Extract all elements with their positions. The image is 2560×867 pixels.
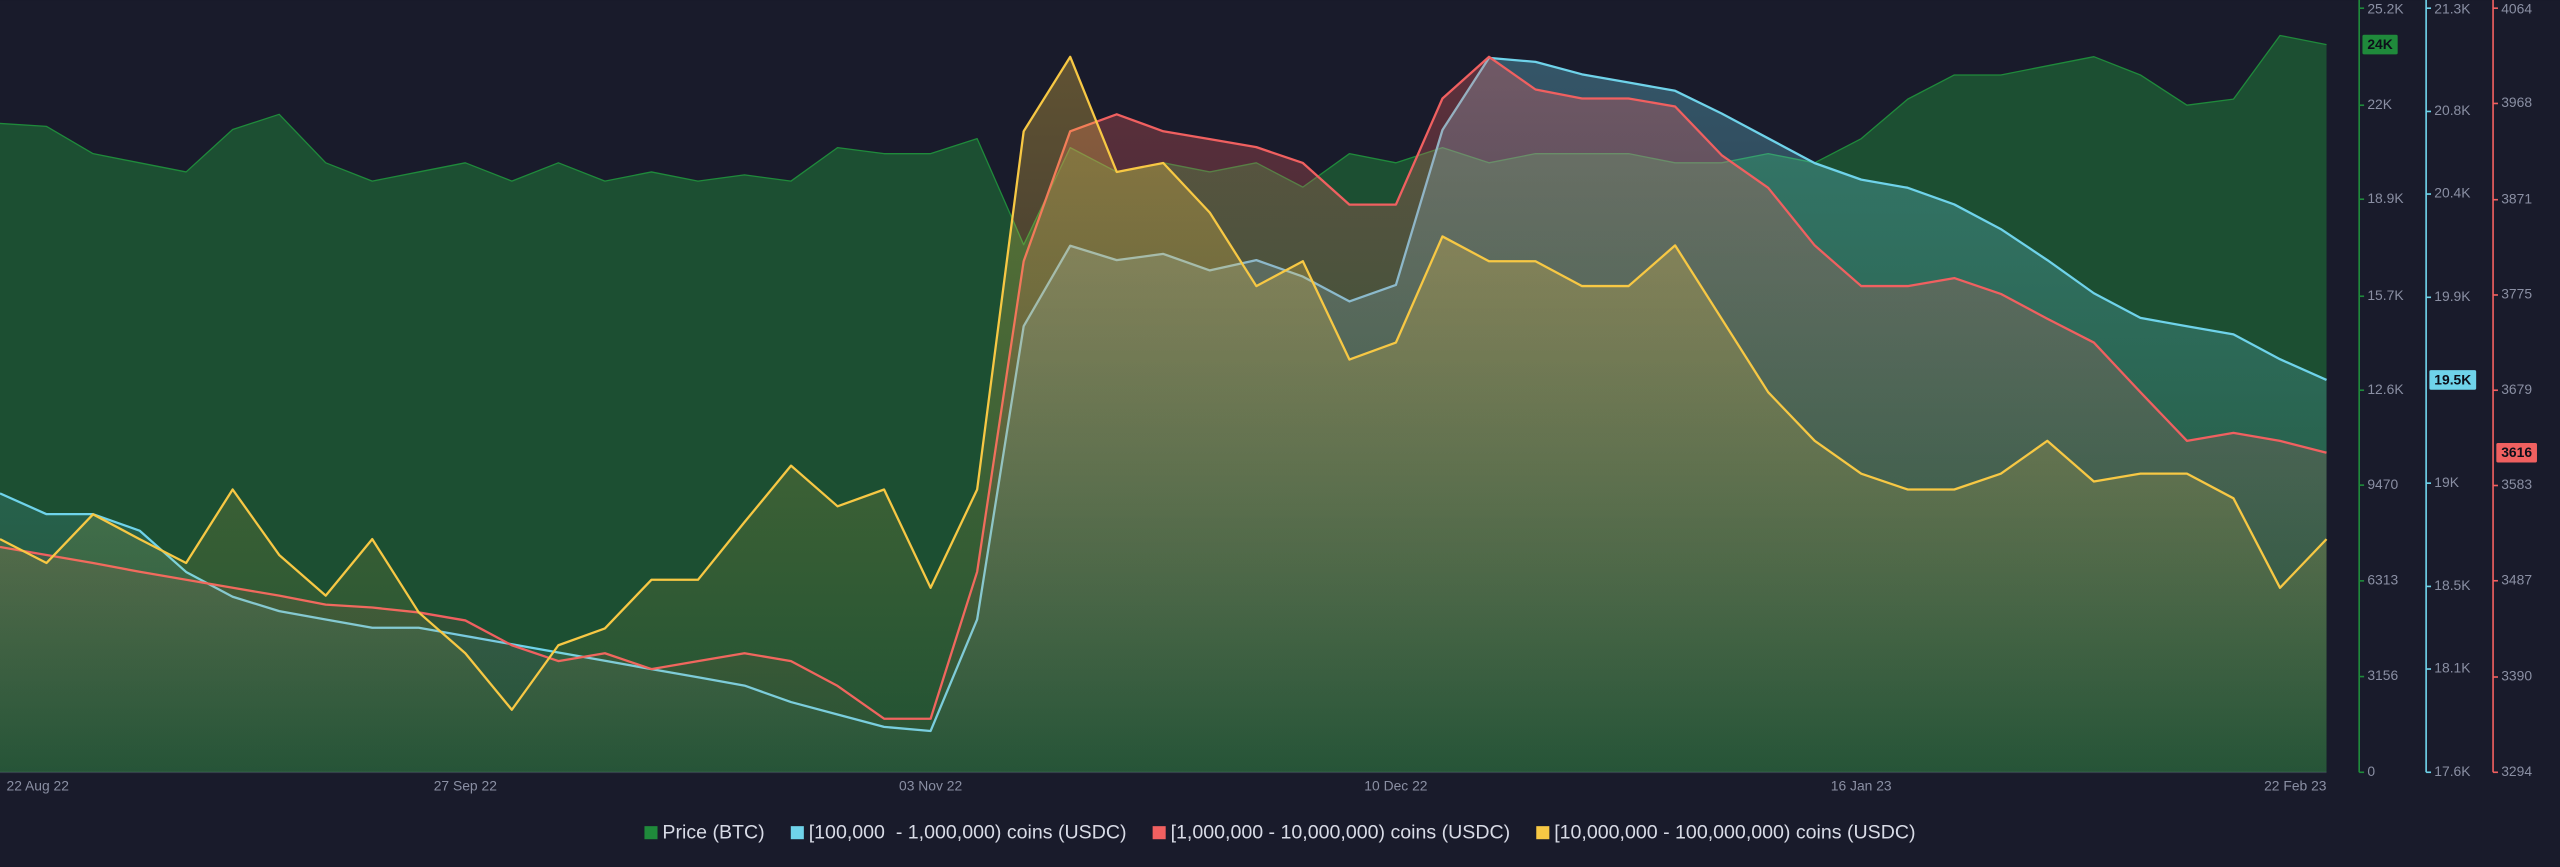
- value-badge-label: 24K: [2367, 36, 2392, 52]
- legend-label: [1,000,000 - 10,000,000) coins (USDC): [1171, 822, 1511, 844]
- legend-label: Price (BTC): [662, 822, 764, 844]
- y-tick-label: 3390: [2501, 668, 2532, 684]
- x-tick-label: 22 Aug 22: [7, 778, 70, 794]
- legend-swatch: [1152, 826, 1166, 840]
- y-tick-label: 0: [2367, 763, 2375, 779]
- legend-label: [10,000,000 - 100,000,000) coins (USDC): [1554, 822, 1915, 844]
- y-tick-label: 21.3K: [2434, 0, 2471, 16]
- legend: Price (BTC) [100,000 - 1,000,000) coins (…: [644, 822, 1916, 844]
- x-tick-label: 22 Feb 23: [2264, 778, 2327, 794]
- y-tick-label: 20.8K: [2434, 102, 2471, 118]
- y-tick-label: 3775: [2501, 286, 2532, 302]
- y-tick-label: 3487: [2501, 571, 2532, 587]
- value-badge-label: 3616: [2501, 444, 2532, 460]
- y-tick-label: 25.2K: [2367, 0, 2404, 16]
- y-tick-label: 15.7K: [2367, 287, 2404, 303]
- legend-label: [100,000 - 1,000,000) coins (USDC): [809, 822, 1127, 844]
- value-badge: [2362, 34, 2398, 55]
- y-tick-label: 4064: [2501, 0, 2532, 16]
- y-tick-label: 9470: [2367, 476, 2398, 492]
- x-tick-label: 27 Sep 22: [434, 778, 497, 794]
- x-tick-label: 10 Dec 22: [1364, 778, 1427, 794]
- value-badge: [2496, 442, 2537, 463]
- y-tick-label: 3679: [2501, 381, 2532, 397]
- legend-swatch: [790, 826, 804, 840]
- y-tick-label: 17.6K: [2434, 763, 2471, 779]
- y-tick-label: 12.6K: [2367, 381, 2404, 397]
- y-tick-label: 3871: [2501, 190, 2532, 206]
- y-tick-label: 22K: [2367, 96, 2392, 112]
- y-tick-label: 18.5K: [2434, 577, 2471, 593]
- y-tick-label: 3583: [2501, 476, 2532, 492]
- y-tick-label: 19.9K: [2434, 288, 2471, 304]
- x-tick-label: 16 Jan 23: [1831, 778, 1892, 794]
- y-tick-label: 6313: [2367, 572, 2398, 588]
- y-tick-label: 18.9K: [2367, 190, 2404, 206]
- value-badge: [2429, 370, 2477, 390]
- x-tick-label: 03 Nov 22: [899, 778, 962, 794]
- y-tick-label: 18.1K: [2434, 660, 2471, 676]
- y-tick-label: 19K: [2434, 474, 2459, 490]
- y-tick-label: 3968: [2501, 94, 2532, 110]
- legend-swatch: [1536, 826, 1550, 840]
- legend-swatch: [644, 826, 658, 840]
- y-tick-label: 3294: [2501, 763, 2532, 779]
- y-tick-label: 20.4K: [2434, 185, 2471, 201]
- area: [0, 56, 2327, 773]
- line: [0, 55, 2328, 711]
- value-badge-label: 19.5K: [2434, 371, 2471, 387]
- y-tick-label: 3156: [2367, 667, 2398, 683]
